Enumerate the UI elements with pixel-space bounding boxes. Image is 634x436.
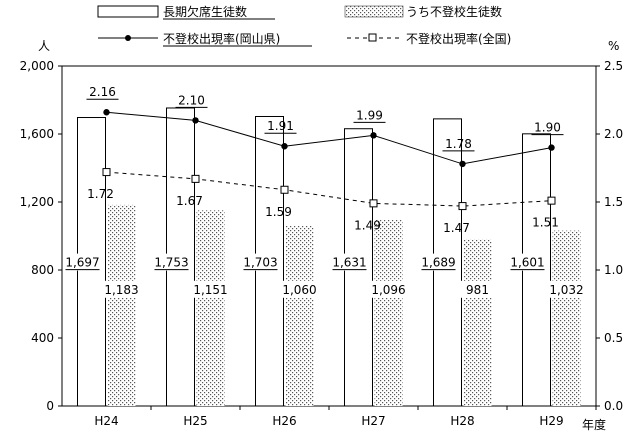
legend-swatch-truancy [344, 5, 404, 18]
marker-okayama [103, 109, 110, 116]
legend-label-okayama: 不登校出現率(岡山県) [163, 31, 280, 46]
bar-truancy [196, 210, 225, 406]
legend-label-national: 不登校出現率(全国) [406, 31, 511, 46]
marker-okayama [192, 117, 199, 124]
x-tick-label: H28 [450, 414, 474, 428]
marker-national [369, 199, 378, 208]
plot-area: 0 400 800 1,200 1,600 2,000 0.0 0.5 1.0 1.5 2.0 2.5… [20, 59, 623, 428]
right-tick-label: 1.0 [604, 263, 623, 277]
bar-truancy [552, 230, 581, 406]
marker-national [280, 185, 289, 194]
x-tick-label: H29 [539, 414, 563, 428]
data-label-long-absence: 1,631 [332, 256, 366, 270]
label-bg-long-absence [152, 253, 191, 271]
label-bg-truancy [457, 280, 498, 298]
marker-national [191, 174, 200, 183]
data-label-truancy: 1,183 [104, 283, 138, 297]
data-label-okayama: 1.90 [534, 121, 561, 135]
marker-okayama [459, 160, 466, 168]
label-bg-long-absence [63, 253, 102, 271]
left-tick-label: 400 [31, 331, 54, 345]
data-label-truancy: 1,060 [282, 283, 316, 297]
left-tick-label: 0 [46, 399, 54, 413]
right-tick-label: 2.5 [604, 59, 623, 73]
data-label-truancy: 981 [466, 283, 489, 297]
line-national [106, 171, 552, 207]
marker-okayama [370, 132, 377, 139]
right-tick-label: 2.0 [604, 127, 623, 141]
bar-truancy [374, 219, 403, 406]
marker-national [102, 168, 111, 177]
x-tick-label: H27 [361, 414, 385, 428]
data-label-long-absence: 1,601 [510, 256, 544, 270]
data-label-long-absence: 1,689 [421, 256, 455, 270]
data-label-national: 1.51 [532, 216, 559, 230]
data-label-national: 1.72 [87, 187, 114, 201]
bar-truancy [107, 204, 136, 406]
data-label-national: 1.59 [265, 205, 292, 219]
label-bg-truancy [101, 280, 142, 298]
label-bg-long-absence [330, 253, 369, 271]
data-label-okayama: 2.10 [178, 93, 205, 107]
label-bg-truancy [546, 280, 587, 298]
line-okayama [106, 111, 552, 165]
legend-marker-national [368, 33, 377, 42]
left-axis-unit: 人 [38, 39, 50, 53]
left-tick-label: 1,600 [20, 127, 54, 141]
data-label-long-absence: 1,697 [65, 256, 99, 270]
data-label-truancy: 1,032 [549, 283, 583, 297]
right-tick-label: 1.5 [604, 195, 623, 209]
label-bg-long-absence [241, 253, 280, 271]
label-bg-truancy [279, 280, 320, 298]
label-bg-truancy [190, 280, 231, 298]
legend-marker-okayama [125, 35, 131, 41]
right-tick-label: 0.0 [604, 399, 623, 413]
marker-national [547, 196, 556, 205]
legend-swatch-long-absence [97, 5, 159, 18]
legend-label-long-absence: 長期欠席生徒数 [163, 4, 247, 19]
left-tick-label: 800 [31, 263, 54, 277]
data-label-truancy: 1,151 [193, 283, 227, 297]
bar-truancy [285, 225, 314, 406]
right-axis-unit: % [608, 39, 619, 53]
label-bg-long-absence [508, 253, 547, 271]
x-tick-label: H25 [183, 414, 207, 428]
legend: 長期欠席生徒数 うち不登校生徒数 不登校出現率(岡山県) 不登校出現率(全国) [97, 4, 511, 47]
x-axis-label: 年度 [582, 417, 606, 432]
right-tick-label: 0.5 [604, 331, 623, 345]
legend-label-truancy: うち不登校生徒数 [406, 4, 502, 19]
x-tick-label: H26 [272, 414, 296, 428]
data-label-long-absence: 1,753 [154, 256, 188, 270]
label-bg-truancy [368, 280, 409, 298]
data-label-okayama: 1.78 [445, 137, 472, 151]
data-label-long-absence: 1,703 [243, 256, 277, 270]
left-tick-label: 1,200 [20, 195, 54, 209]
data-label-national: 1.47 [443, 221, 470, 235]
data-label-okayama: 2.16 [89, 85, 116, 99]
data-label-okayama: 1.91 [267, 119, 294, 133]
label-bg-long-absence [419, 253, 458, 271]
marker-national [458, 202, 467, 211]
data-label-truancy: 1,096 [371, 283, 405, 297]
marker-okayama [548, 144, 555, 151]
data-label-okayama: 1.99 [356, 108, 383, 122]
data-label-national: 1.49 [354, 218, 381, 232]
data-label-national: 1.67 [176, 194, 203, 208]
marker-okayama [281, 143, 288, 150]
plot-frame [61, 65, 597, 407]
x-tick-label: H24 [94, 414, 118, 428]
left-tick-label: 2,000 [20, 59, 54, 73]
bar-truancy [463, 239, 492, 406]
